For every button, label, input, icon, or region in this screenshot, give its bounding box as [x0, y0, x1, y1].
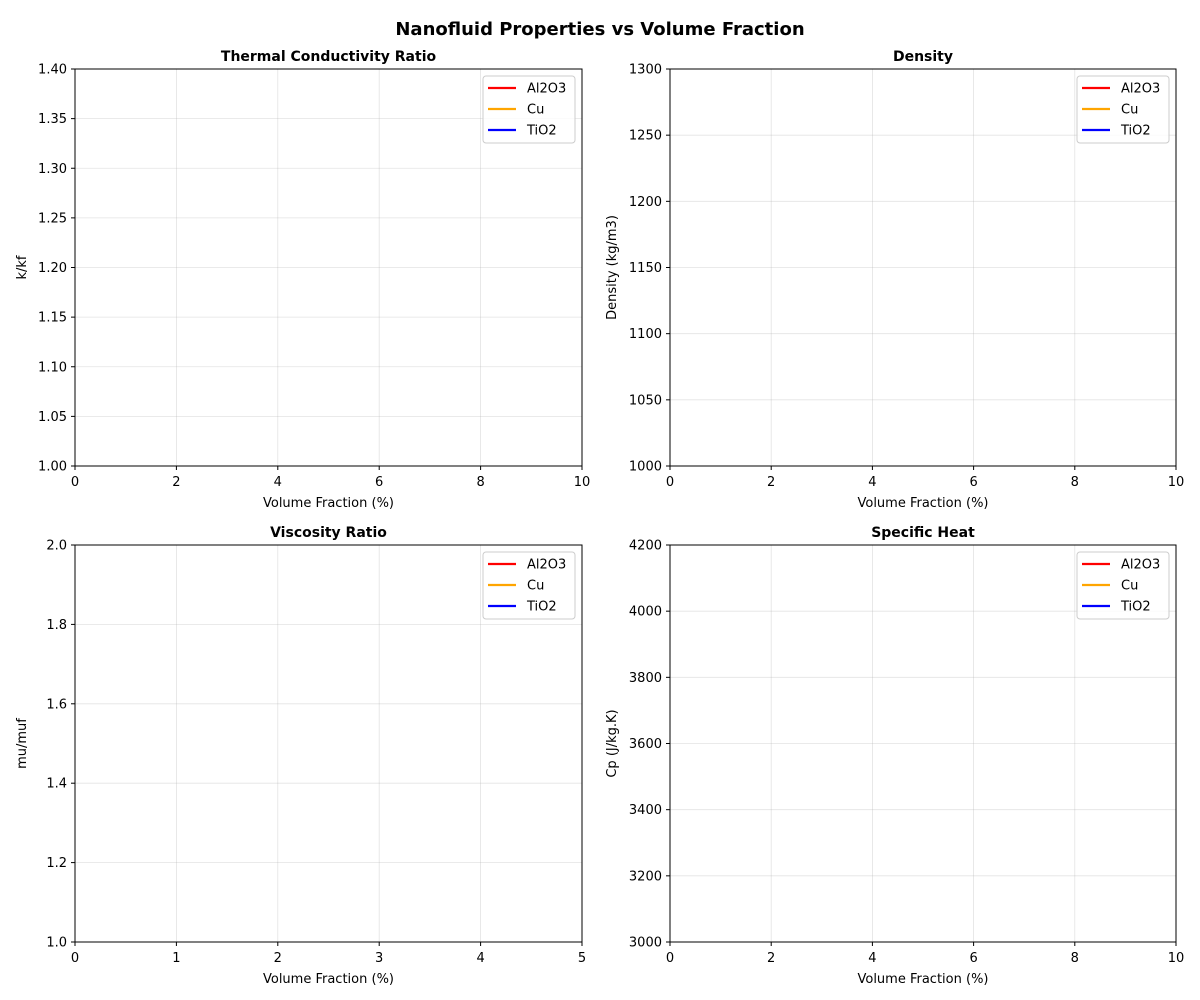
y-tick-label: 1.10 [38, 360, 67, 375]
y-tick-label: 3000 [629, 936, 662, 951]
legend-frame [482, 75, 576, 144]
x-tick-label: 0 [666, 951, 674, 966]
y-tick-label: 1.00 [38, 460, 67, 475]
x-tick-label: 6 [375, 475, 383, 490]
y-axis-label: mu/muf [15, 718, 30, 769]
x-tick-label: 5 [578, 951, 586, 966]
legend-label: TiO2 [526, 600, 557, 615]
legend-label: Cu [1121, 103, 1138, 118]
x-tick-label: 0 [666, 475, 674, 490]
subplot-2: 0 2 4 6 8 10 1000 1050 1100 1150 1200 1250 1300 Densi… [605, 49, 1184, 511]
y-tick-label: 1.05 [38, 410, 67, 425]
y-tick-label: 1.20 [38, 261, 67, 276]
y-tick-label: 1000 [629, 460, 662, 475]
x-tick-label: 4 [868, 475, 876, 490]
x-axis-label: Volume Fraction (%) [263, 972, 394, 987]
legend-label: Al2O3 [527, 558, 566, 573]
legend: Al2O3 Cu TiO2 [1076, 551, 1170, 620]
x-tick-label: 2 [767, 475, 775, 490]
x-tick-label: 8 [1071, 951, 1079, 966]
y-tick-label: 3400 [629, 803, 662, 818]
subplot-3: 0 1 2 3 4 5 1.0 1.2 1.4 1.6 1.8 2.0 Viscosity Ratio V… [15, 525, 586, 987]
y-axis-label: k/kf [15, 255, 30, 279]
subplot-title: Density [893, 49, 953, 65]
x-tick-label: 0 [71, 475, 79, 490]
y-tick-label: 1.40 [38, 63, 67, 78]
x-tick-label: 3 [375, 951, 383, 966]
y-tick-label: 1.15 [38, 311, 67, 326]
y-tick-label: 1100 [629, 327, 662, 342]
y-tick-label: 1250 [629, 129, 662, 144]
y-tick-label: 1200 [629, 195, 662, 210]
subplot-4: 0 2 4 6 8 10 3000 3200 3400 3600 3800 4000 4200 Speci… [605, 525, 1184, 987]
legend-label: Al2O3 [527, 82, 566, 97]
x-tick-label: 2 [767, 951, 775, 966]
legend-label: TiO2 [1120, 124, 1151, 139]
x-tick-label: 4 [868, 951, 876, 966]
legend-frame [1076, 75, 1170, 144]
x-tick-label: 6 [969, 951, 977, 966]
subplot-1: 0 2 4 6 8 10 1.00 1.05 1.10 1.15 1.20 1.25 1.30 1.35 1… [15, 49, 590, 511]
x-tick-label: 1 [172, 951, 180, 966]
subplot-title: Thermal Conductivity Ratio [221, 49, 437, 65]
y-tick-label: 3800 [629, 671, 662, 686]
y-tick-label: 1300 [629, 63, 662, 78]
y-tick-label: 1.2 [46, 856, 67, 871]
subplots: 0 2 4 6 8 101.001.051.101.151.201.251.301.351… [15, 49, 1184, 987]
subplot-title: Viscosity Ratio [270, 525, 387, 541]
subplot-title: Specific Heat [871, 525, 975, 541]
x-axis-label: Volume Fraction (%) [857, 972, 988, 987]
y-tick-label: 4000 [629, 605, 662, 620]
y-tick-label: 1.8 [46, 618, 67, 633]
y-tick-label: 3600 [629, 737, 662, 752]
axes-frame [74, 544, 583, 943]
x-tick-label: 4 [476, 951, 484, 966]
y-tick-label: 2.0 [46, 539, 67, 554]
x-tick-label: 4 [274, 475, 282, 490]
legend-label: TiO2 [1120, 600, 1151, 615]
y-tick-label: 1150 [629, 261, 662, 276]
legend-label: Cu [527, 579, 544, 594]
x-tick-label: 2 [274, 951, 282, 966]
legend: Al2O3 Cu TiO2 [482, 75, 576, 144]
x-tick-label: 10 [574, 475, 591, 490]
x-tick-label: 2 [172, 475, 180, 490]
y-tick-label: 1.30 [38, 162, 67, 177]
y-tick-label: 4200 [629, 539, 662, 554]
y-tick-label: 3200 [629, 869, 662, 884]
figure-title: Nanofluid Properties vs Volume Fraction [395, 19, 804, 40]
legend-label: TiO2 [526, 124, 557, 139]
x-tick-label: 0 [71, 951, 79, 966]
x-tick-label: 8 [1071, 475, 1079, 490]
legend-frame [482, 551, 576, 620]
x-tick-label: 6 [969, 475, 977, 490]
legend: Al2O3 Cu TiO2 [482, 551, 576, 620]
legend-label: Al2O3 [1121, 558, 1160, 573]
y-tick-label: 1.4 [46, 777, 67, 792]
legend: Al2O3 Cu TiO2 [1076, 75, 1170, 144]
y-tick-label: 1.0 [46, 936, 67, 951]
x-tick-label: 10 [1168, 475, 1185, 490]
y-axis-label: Cp (J/kg.K) [605, 709, 620, 777]
y-tick-label: 1.6 [46, 697, 67, 712]
y-tick-label: 1.35 [38, 112, 67, 127]
y-tick-label: 1050 [629, 393, 662, 408]
legend-label: Cu [527, 103, 544, 118]
legend-frame [1076, 551, 1170, 620]
legend-label: Al2O3 [1121, 82, 1160, 97]
x-tick-label: 10 [1168, 951, 1185, 966]
x-tick-label: 8 [476, 475, 484, 490]
y-axis-label: Density (kg/m3) [605, 215, 620, 320]
y-tick-label: 1.25 [38, 211, 67, 226]
legend-label: Cu [1121, 579, 1138, 594]
x-axis-label: Volume Fraction (%) [263, 496, 394, 511]
x-axis-label: Volume Fraction (%) [857, 496, 988, 511]
